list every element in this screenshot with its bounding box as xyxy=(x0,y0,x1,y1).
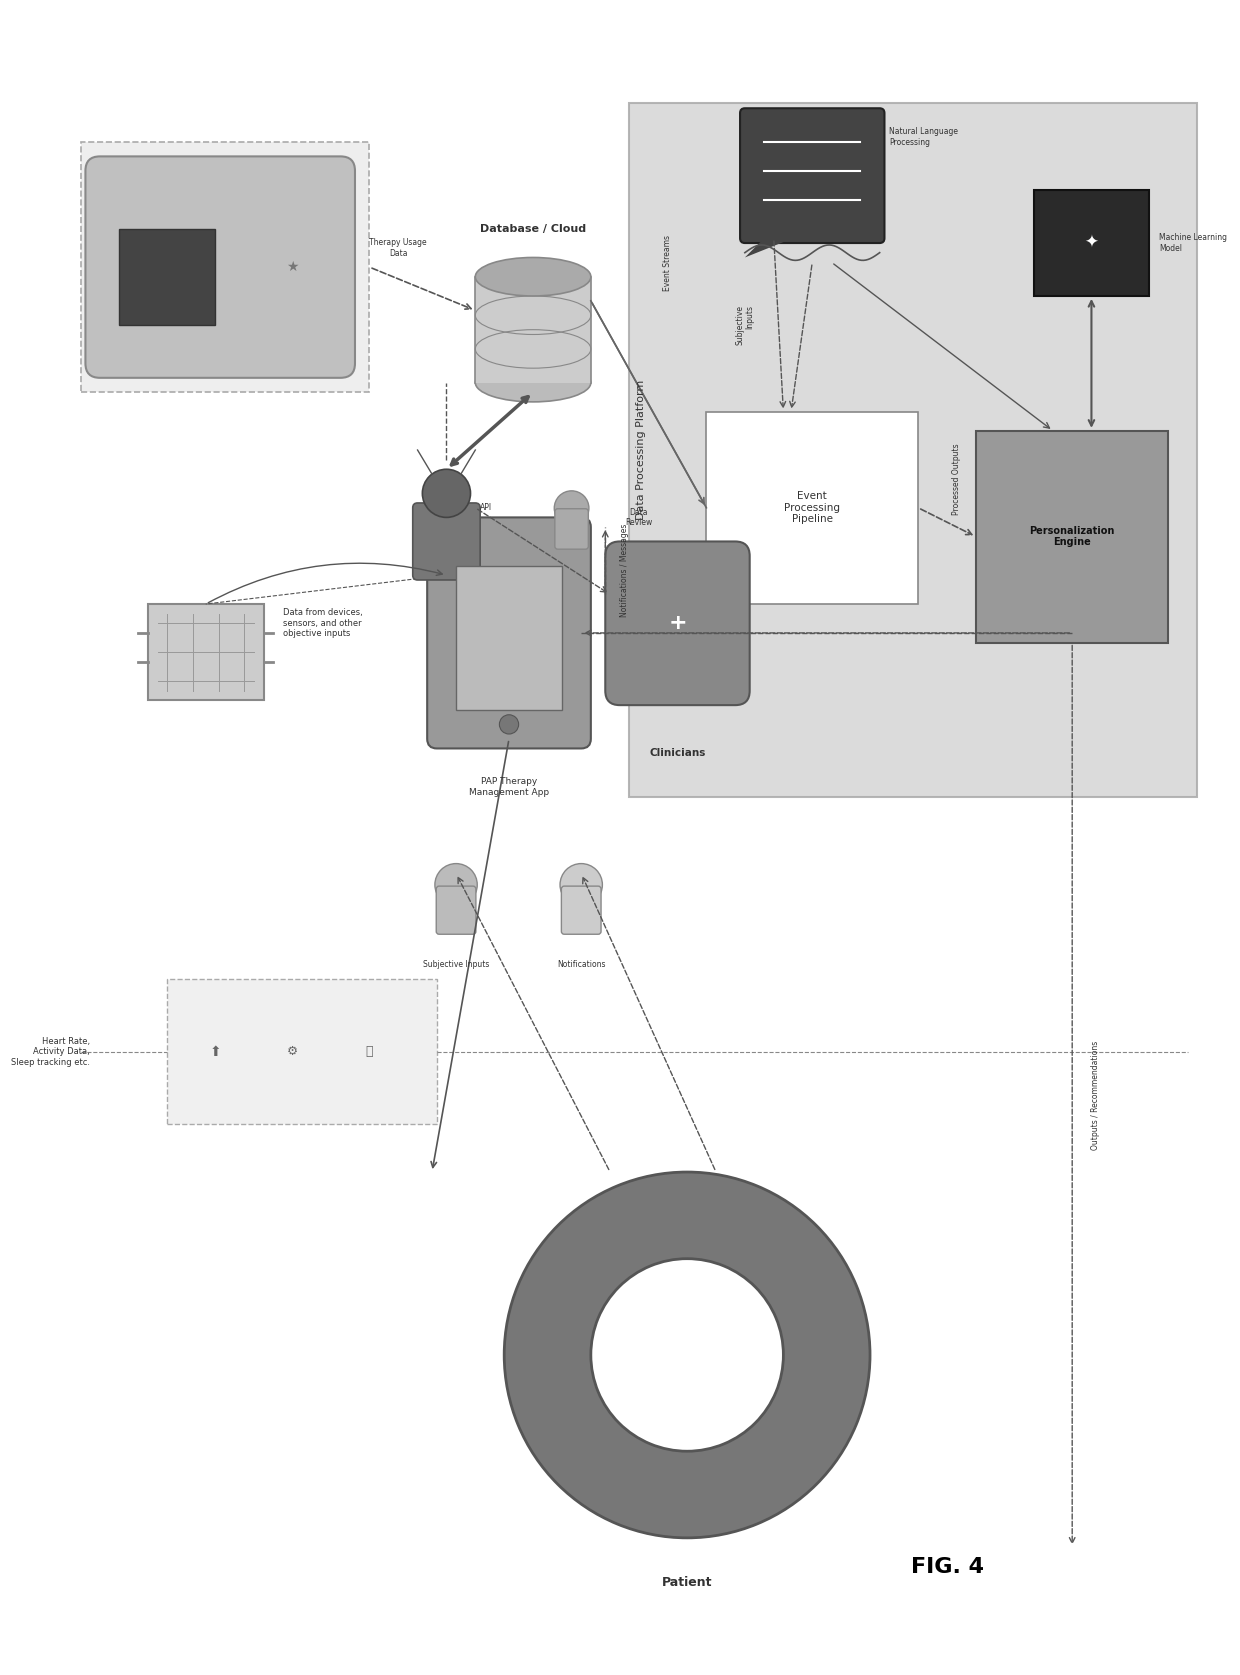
Wedge shape xyxy=(505,1172,870,1538)
Text: Event
Processing
Pipeline: Event Processing Pipeline xyxy=(784,491,841,524)
FancyBboxPatch shape xyxy=(119,228,216,325)
Text: Subjective Inputs: Subjective Inputs xyxy=(423,960,490,970)
Circle shape xyxy=(560,864,603,906)
Text: Subjective
Inputs: Subjective Inputs xyxy=(735,305,754,345)
Text: Clinicians: Clinicians xyxy=(650,749,706,759)
Text: PAP Therapy
Management App: PAP Therapy Management App xyxy=(469,777,549,797)
FancyBboxPatch shape xyxy=(86,156,355,379)
FancyBboxPatch shape xyxy=(630,104,1198,797)
FancyBboxPatch shape xyxy=(562,886,601,935)
FancyBboxPatch shape xyxy=(81,142,370,392)
FancyBboxPatch shape xyxy=(475,276,590,382)
Circle shape xyxy=(554,491,589,526)
Text: Heart Rate,
Activity Data,
Sleep tracking etc.: Heart Rate, Activity Data, Sleep trackin… xyxy=(11,1037,91,1067)
FancyBboxPatch shape xyxy=(605,541,750,705)
Polygon shape xyxy=(745,238,794,258)
Text: Data
Review: Data Review xyxy=(625,508,652,528)
FancyBboxPatch shape xyxy=(707,412,918,605)
Text: ⬆: ⬆ xyxy=(210,1045,221,1059)
FancyBboxPatch shape xyxy=(167,980,436,1124)
Text: FIG. 4: FIG. 4 xyxy=(910,1556,983,1576)
Text: Notifications / Messages: Notifications / Messages xyxy=(620,524,629,616)
Text: +: + xyxy=(668,613,687,633)
Text: API: API xyxy=(480,502,492,513)
Text: Notifications: Notifications xyxy=(557,960,605,970)
Text: ✦: ✦ xyxy=(1085,235,1099,251)
FancyBboxPatch shape xyxy=(1034,189,1149,296)
FancyBboxPatch shape xyxy=(148,605,264,700)
Text: Machine Learning
Model: Machine Learning Model xyxy=(1159,233,1226,253)
FancyBboxPatch shape xyxy=(413,502,480,580)
Text: ★: ★ xyxy=(286,260,299,275)
Text: Processed Outputs: Processed Outputs xyxy=(952,444,961,514)
Text: Patient: Patient xyxy=(662,1576,712,1590)
Circle shape xyxy=(423,469,470,518)
Text: Natural Language
Processing: Natural Language Processing xyxy=(889,127,959,147)
Text: ⌚: ⌚ xyxy=(366,1045,373,1059)
FancyBboxPatch shape xyxy=(436,886,476,935)
FancyBboxPatch shape xyxy=(456,566,562,710)
Text: Outputs / Recommendations: Outputs / Recommendations xyxy=(1091,1040,1100,1149)
Text: Database / Cloud: Database / Cloud xyxy=(480,223,587,233)
Circle shape xyxy=(435,864,477,906)
FancyBboxPatch shape xyxy=(428,518,590,749)
FancyBboxPatch shape xyxy=(554,509,588,549)
Text: Event Streams: Event Streams xyxy=(663,235,672,291)
FancyBboxPatch shape xyxy=(976,430,1168,643)
Text: ⚙: ⚙ xyxy=(286,1045,298,1059)
Text: Personalization
Engine: Personalization Engine xyxy=(1029,526,1115,548)
Text: Data Processing Platform: Data Processing Platform xyxy=(636,380,646,521)
Circle shape xyxy=(500,715,518,734)
Ellipse shape xyxy=(475,363,590,402)
FancyBboxPatch shape xyxy=(740,109,884,243)
Text: Data from devices,
sensors, and other
objective inputs: Data from devices, sensors, and other ob… xyxy=(283,608,362,638)
Ellipse shape xyxy=(475,258,590,296)
Text: Therapy Usage
Data: Therapy Usage Data xyxy=(370,238,427,258)
